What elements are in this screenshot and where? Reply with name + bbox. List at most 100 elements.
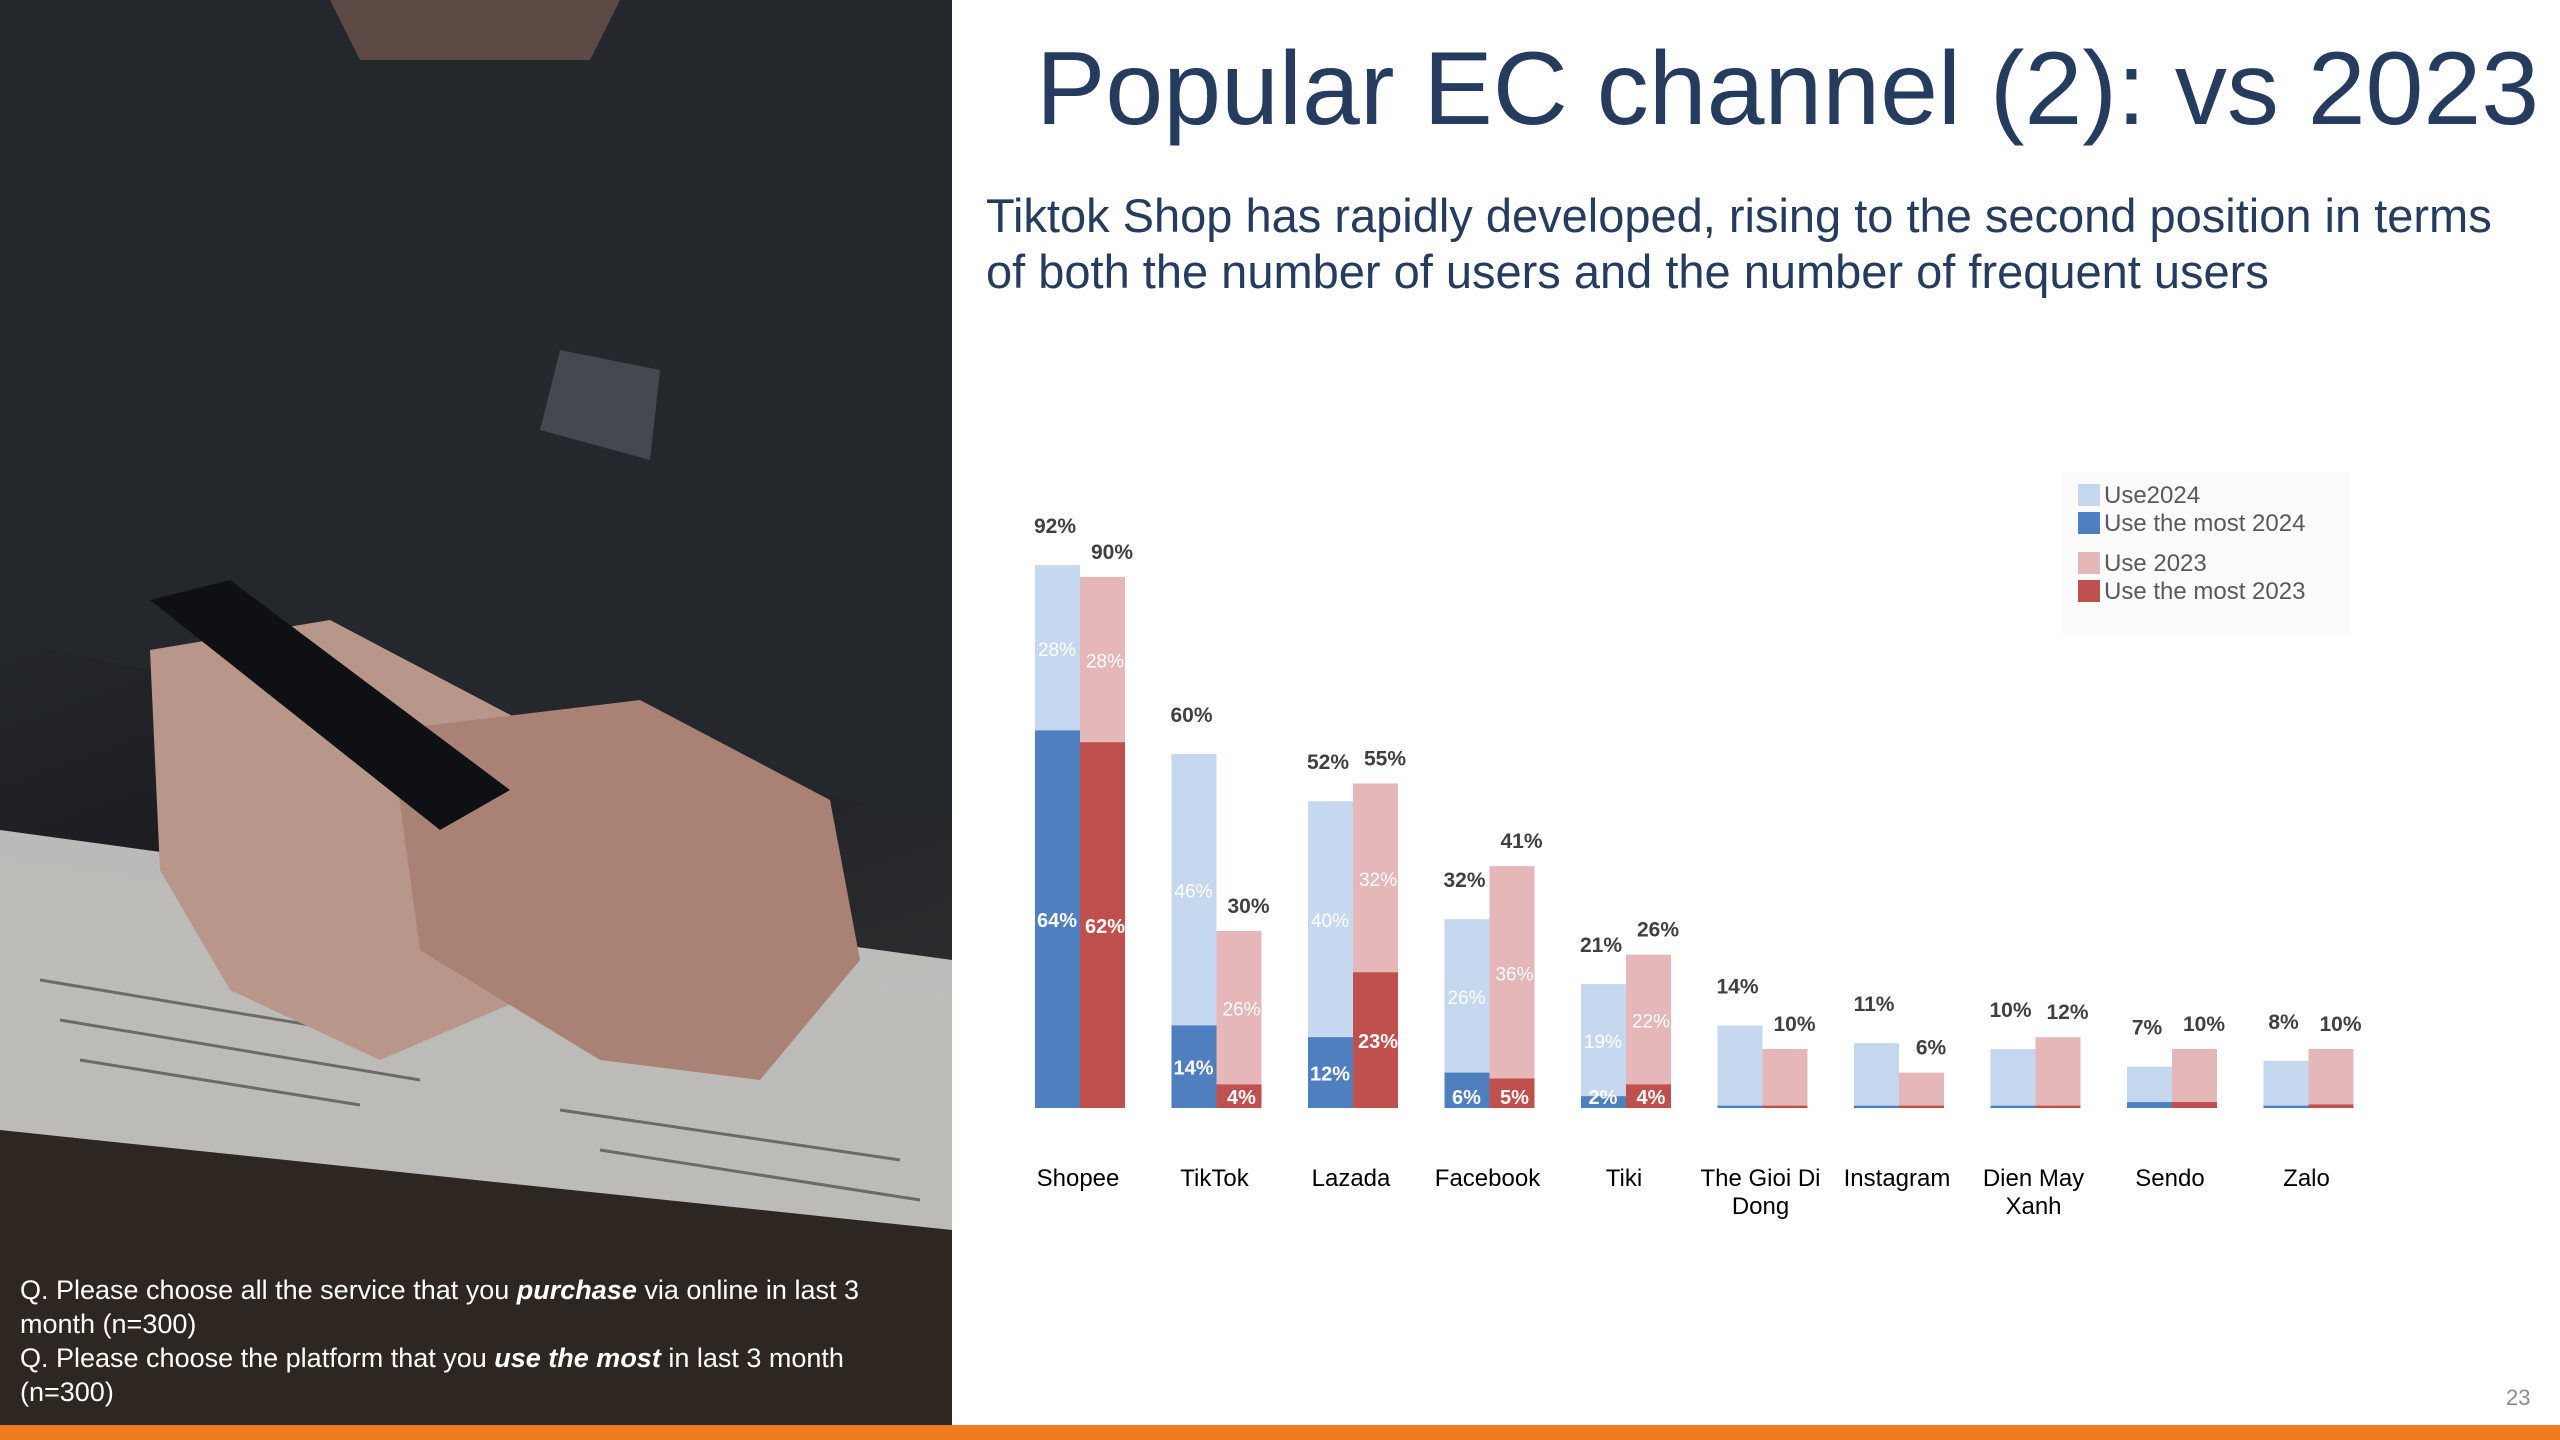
data-label-inner-2024: 19% — [1584, 1032, 1622, 1053]
page-number: 23 — [2506, 1385, 2531, 1410]
bar-use-2023 — [1626, 954, 1671, 1108]
legend-item-most2024: Use the most 2024 — [2078, 510, 2305, 538]
sweater-logo — [540, 350, 660, 460]
data-label-use-2023: 90% — [1091, 541, 1133, 564]
data-label-use-2023: 6% — [1916, 1037, 1947, 1060]
right-hand — [390, 700, 860, 1080]
bar-use-most-2023 — [1762, 1105, 1808, 1108]
slide-title: Popular EC channel (2): vs 2023 — [1036, 31, 2540, 147]
data-label-use-2024: 10% — [1989, 999, 2031, 1022]
legend-item-use2024: Use2024 — [2078, 482, 2200, 510]
category-label: Shopee — [1037, 1165, 1120, 1192]
data-label-use-2023: 41% — [1500, 830, 1542, 853]
data-label-most-2023: 4% — [1227, 1087, 1256, 1109]
data-label-inner-2023: 36% — [1495, 964, 1533, 985]
data-label-most-2023: 5% — [1500, 1087, 1529, 1109]
legend-item-use2023: Use 2023 — [2078, 550, 2207, 578]
category-label: Zalo — [2283, 1165, 2330, 1192]
data-label-use-2024: 7% — [2132, 1017, 2163, 1040]
bar-use-most-2023 — [1216, 1084, 1262, 1108]
legend-swatch — [2078, 552, 2100, 574]
bar-use-most-2023 — [2308, 1104, 2354, 1108]
category-label: Lazada — [1312, 1165, 1391, 1192]
chart-legend: Use2024 Use the most 2024 Use 2023 Use t… — [2062, 472, 2350, 636]
data-label-use-2023: 26% — [1637, 919, 1679, 942]
bar-use-most-2023 — [2035, 1105, 2081, 1108]
question-1: Q. Please choose all the service that yo… — [20, 1275, 859, 1339]
data-label-most-2023: 23% — [1358, 1031, 1398, 1053]
data-label-most-2024: 6% — [1452, 1087, 1481, 1109]
question-2: Q. Please choose the platform that you u… — [20, 1343, 844, 1407]
data-label-inner-2023: 22% — [1632, 1012, 1670, 1033]
category-label: The Gioi Di — [1700, 1165, 1820, 1192]
category-label: Instagram — [1844, 1165, 1951, 1192]
category-label: Dien May — [1983, 1165, 2084, 1192]
bar-use-most-2024 — [1035, 730, 1080, 1108]
data-label-inner-2023: 32% — [1359, 870, 1397, 891]
slide-subtitle: Tiktok Shop has rapidly developed, risin… — [986, 189, 2492, 298]
legend-swatch — [2078, 484, 2100, 506]
legend-swatch — [2078, 512, 2100, 534]
data-label-inner-2024: 40% — [1311, 911, 1349, 932]
bar-use-2023 — [2172, 1049, 2217, 1108]
data-label-most-2024: 14% — [1173, 1058, 1213, 1080]
bar-use-2024 — [2263, 1060, 2309, 1108]
data-label-most-2024: 2% — [1589, 1087, 1618, 1109]
data-label-use-2023: 30% — [1227, 895, 1269, 918]
bar-use-2024 — [1990, 1049, 2036, 1108]
data-label-inner-2023: 28% — [1086, 652, 1124, 673]
category-label: TikTok — [1180, 1165, 1249, 1192]
bar-use-most-2024 — [1308, 1037, 1353, 1108]
legend-swatch — [2078, 580, 2100, 602]
background-photo: Q. Please choose all the service that yo… — [0, 0, 952, 1425]
bar-use-most-2023 — [1353, 972, 1398, 1108]
data-label-use-2024: 92% — [1034, 515, 1076, 538]
bar-use-2023 — [2035, 1037, 2081, 1108]
bar-use-most-2024 — [2263, 1105, 2309, 1108]
bar-use-most-2024 — [1717, 1105, 1763, 1108]
bar-use-2023 — [1899, 1072, 1944, 1108]
data-label-use-2024: 52% — [1307, 751, 1349, 774]
bar-use-2024 — [1717, 1025, 1763, 1108]
data-label-inner-2024: 26% — [1447, 988, 1485, 1009]
data-label-use-2024: 60% — [1170, 704, 1212, 727]
bar-chart: 92% 90% 28% 28% 64% 62% Shopee 60% 30% 46% 26% 14% 4… — [1034, 515, 2362, 1220]
bar-use-2023 — [1489, 866, 1535, 1108]
data-label-most-2024: 12% — [1310, 1064, 1350, 1086]
smartphone — [150, 580, 510, 830]
data-label-use-2023: 10% — [2183, 1013, 2225, 1036]
bar-use-2023 — [1762, 1049, 1808, 1108]
bar-use-2024 — [1854, 1043, 1899, 1108]
bottom-accent-bar — [0, 1425, 2560, 1440]
category-label: Sendo — [2135, 1165, 2204, 1192]
notebook-writing — [39, 978, 921, 1202]
category-label: Xanh — [2005, 1193, 2061, 1220]
data-label-use-2023: 10% — [1773, 1013, 1815, 1036]
bar-use-most-2023 — [1899, 1105, 1944, 1108]
category-label: Facebook — [1435, 1165, 1541, 1192]
chin — [330, 0, 620, 60]
bar-use-2023 — [1216, 931, 1262, 1108]
data-label-use-2024: 11% — [1854, 993, 1895, 1016]
bar-use-most-2024 — [1171, 1025, 1217, 1108]
bar-use-most-2024 — [1444, 1072, 1490, 1108]
bar-use-most-2024 — [2127, 1102, 2172, 1108]
data-label-use-2023: 10% — [2319, 1013, 2361, 1036]
data-label-inner-2024: 28% — [1038, 640, 1076, 661]
legend-item-most2023: Use the most 2023 — [2078, 578, 2305, 606]
category-label: Dong — [1732, 1193, 1789, 1220]
bar-use-most-2023 — [1080, 742, 1125, 1108]
bar-use-2024 — [1581, 984, 1626, 1108]
data-label-use-2024: 32% — [1443, 869, 1485, 892]
bar-use-2023 — [2308, 1049, 2354, 1108]
data-label-inner-2023: 26% — [1222, 1000, 1260, 1021]
data-label-use-2024: 14% — [1716, 975, 1758, 998]
data-label-use-2024: 8% — [2268, 1011, 2299, 1034]
data-label-inner-2024: 46% — [1174, 882, 1212, 903]
bar-use-most-2023 — [1626, 1084, 1671, 1108]
data-label-use-2023: 55% — [1364, 748, 1406, 771]
phone-hands-illustration — [0, 0, 952, 1425]
data-label-most-2023: 62% — [1085, 916, 1125, 938]
bar-use-most-2023 — [2172, 1102, 2217, 1108]
question-caption: Q. Please choose all the service that yo… — [20, 1273, 920, 1409]
